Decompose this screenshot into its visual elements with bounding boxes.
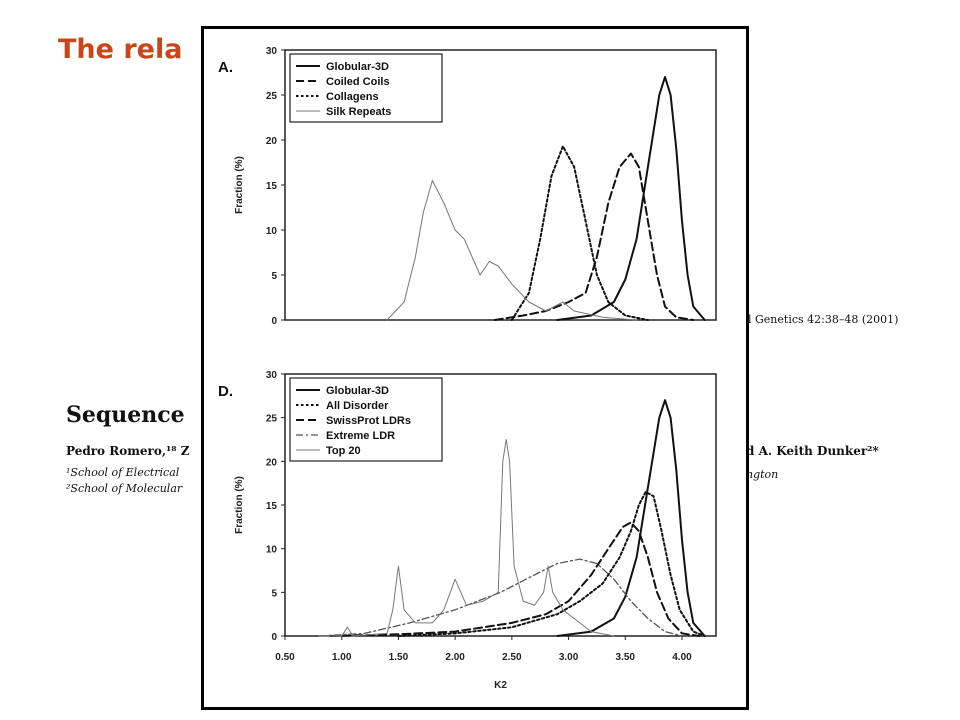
figure-svg: A. 0 5 10 15 20 25 30 Fraction (%) Globular-3D Coi… [218,46,717,691]
y-tick-label: 0 [271,632,277,643]
chart-panel-1: D. 0 5 10 15 20 25 30 Fraction (%) 0.50 1.00 1.50 2.… [218,370,717,691]
y-axis-label: Fraction (%) [234,476,245,534]
legend-entry: Globular-3D [326,385,389,397]
y-tick-label: 30 [266,46,278,57]
y-tick-label: 0 [271,316,277,327]
paper-journal-citation: l Genetics 42:38–48 (2001) [748,313,899,326]
series-line-silk-repeats [386,180,638,321]
series-line-globular-3d [556,76,706,321]
chart-panel-0: A. 0 5 10 15 20 25 30 Fraction (%) Globular-3D Coi… [218,46,717,327]
y-tick-label: 20 [266,457,278,468]
legend-entry: Extreme LDR [326,430,395,442]
x-tick-label: 4.00 [672,652,692,663]
y-tick-label: 20 [266,136,278,147]
x-tick-label: 3.50 [616,652,636,663]
y-tick-label: 10 [266,545,278,556]
legend-entry: Collagens [326,91,379,103]
paper-affiliation-2: ²School of Molecular [66,482,183,495]
paper-authors-left: Pedro Romero,¹⁸ Z [66,444,190,458]
y-tick-label: 15 [266,501,278,512]
series-line-extreme-ldr [318,558,683,637]
legend-entry: Silk Repeats [326,106,391,118]
y-tick-label: 25 [266,91,278,102]
y-axis-label: Fraction (%) [234,156,245,214]
x-tick-label: 2.00 [445,652,465,663]
legend-entry: Top 20 [326,445,361,457]
series-line-swissprot-ldrs [329,521,700,637]
x-tick-label: 1.50 [389,652,409,663]
x-axis-label: K2 [494,680,507,691]
series-line-collagens [510,145,649,321]
legend-entry: SwissProt LDRs [326,415,411,427]
y-tick-label: 5 [271,588,277,599]
y-tick-label: 30 [266,370,278,381]
series-line-globular-3d [556,399,706,637]
panel-label: D. [218,383,233,400]
y-tick-label: 5 [271,271,277,282]
y-tick-label: 10 [266,226,278,237]
series-line-all-disorder [397,490,706,637]
x-tick-label: 3.00 [559,652,579,663]
x-tick-label: 1.00 [332,652,352,663]
y-tick-label: 25 [266,414,278,425]
paper-authors-right: d A. Keith Dunker²* [746,444,879,458]
paper-title: Sequence [66,402,185,428]
legend-entry: Globular-3D [326,61,389,73]
legend-entry: Coiled Coils [326,76,390,88]
series-line-top-20 [318,439,615,637]
legend-entry: All Disorder [326,400,389,412]
x-tick-label: 2.50 [502,652,522,663]
series-line-coiled-coils [493,152,695,321]
panel-label: A. [218,59,233,76]
y-tick-label: 15 [266,181,278,192]
paper-affiliation-1: ¹School of Electrical [66,466,180,479]
x-tick-label: 0.50 [275,652,295,663]
figure-panel: A. 0 5 10 15 20 25 30 Fraction (%) Globular-3D Coi… [201,26,749,710]
paper-affiliation-3: ngton [746,468,779,481]
